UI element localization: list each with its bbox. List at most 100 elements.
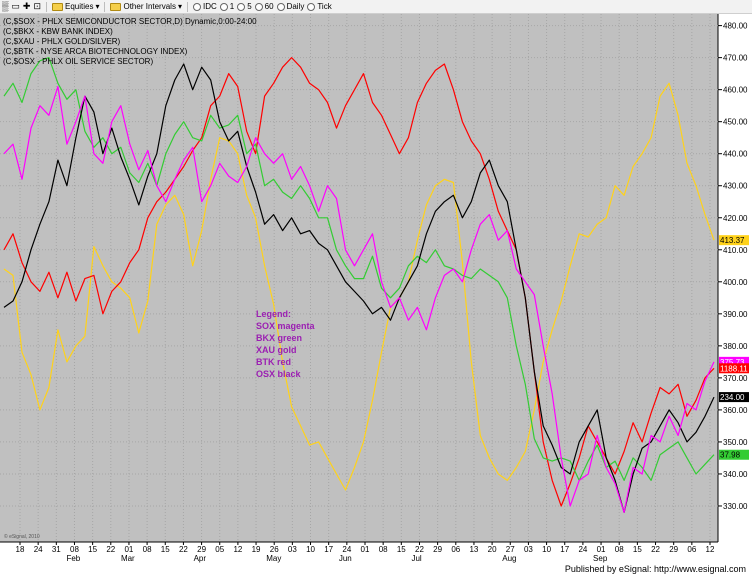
- interval-idc-label: IDC: [202, 2, 217, 11]
- crosshair-icon: ✚: [22, 1, 31, 11]
- footer: Published by eSignal: http://www.esignal…: [0, 564, 752, 576]
- y-tick-label: 480.00: [723, 22, 748, 31]
- chevron-down-icon: ▾: [95, 2, 100, 11]
- x-tick-label: 10: [542, 545, 551, 554]
- zoom-icon: ⊡: [33, 1, 41, 11]
- last-value-tag-bkx: [719, 449, 749, 460]
- x-tick-label: 22: [179, 545, 188, 554]
- x-tick-label: 08: [379, 545, 388, 554]
- time-axis-panel[interactable]: [0, 542, 718, 564]
- open-button[interactable]: ▭: [11, 2, 20, 11]
- y-tick-label: 450.00: [723, 118, 748, 127]
- legend-bkx: BKX green: [256, 333, 302, 343]
- radio-icon: [237, 2, 246, 11]
- last-value-tag-xau: [719, 235, 749, 246]
- interval-daily-label: Daily: [286, 2, 305, 11]
- legend: Legend: SOX magenta BKX green XAU gold B…: [256, 309, 316, 379]
- last-value-text-osx: 234.00: [720, 393, 745, 402]
- x-tick-label: 22: [651, 545, 660, 554]
- radio-icon: [307, 2, 316, 11]
- toolbar: ▒ ▭ ✚ ⊡ Equities ▾ Other Intervals ▾ IDC…: [0, 0, 752, 14]
- x-tick-label: 13: [469, 545, 478, 554]
- header-line-osx: (C,$OSX - PHLX OIL SERVICE SECTOR): [3, 57, 153, 66]
- month-label: Apr: [194, 554, 207, 563]
- x-tick-label: 29: [197, 545, 206, 554]
- interval-idc[interactable]: IDC: [192, 2, 217, 11]
- x-tick-label: 03: [524, 545, 533, 554]
- x-tick-label: 26: [270, 545, 279, 554]
- x-tick-label: 06: [451, 545, 460, 554]
- y-tick-label: 350.00: [723, 438, 748, 447]
- zoom-button[interactable]: ⊡: [33, 2, 41, 11]
- radio-icon: [254, 2, 263, 11]
- x-tick-label: 01: [597, 545, 606, 554]
- x-tick-label: 20: [488, 545, 497, 554]
- series-line-bkx: [3, 56, 715, 481]
- interval-1-label: 1: [229, 2, 235, 11]
- other-intervals-dropdown[interactable]: Other Intervals ▾: [110, 2, 182, 11]
- series-line-xau: [3, 82, 715, 491]
- series-layer: [3, 56, 715, 513]
- equities-label: Equities: [65, 2, 94, 11]
- chart[interactable]: (C,$SOX - PHLX SEMICONDUCTOR SECTOR,D) D…: [0, 14, 752, 564]
- y-tick-label: 440.00: [723, 150, 748, 159]
- x-tick-label: 15: [161, 545, 170, 554]
- x-tick-label: 29: [433, 545, 442, 554]
- interval-daily[interactable]: Daily: [276, 2, 305, 11]
- other-intervals-label: Other Intervals: [123, 2, 176, 11]
- chart-header: (C,$SOX - PHLX SEMICONDUCTOR SECTOR,D) D…: [3, 17, 257, 66]
- month-label: May: [266, 554, 281, 563]
- y-tick-label: 430.00: [723, 182, 748, 191]
- last-value-text-sox: 375.73: [720, 358, 745, 367]
- y-tick-label: 390.00: [723, 310, 748, 319]
- price-axis-panel[interactable]: [718, 14, 752, 564]
- month-label: Mar: [121, 554, 135, 563]
- series-line-sox: [3, 85, 715, 513]
- x-tick-label: 18: [16, 545, 25, 554]
- month-label: Jul: [411, 554, 421, 563]
- interval-5-label: 5: [247, 2, 252, 11]
- interval-60-label: 60: [264, 2, 274, 11]
- chevron-down-icon: ▾: [177, 2, 182, 11]
- y-tick-label: 400.00: [723, 278, 748, 287]
- x-tick-label: 06: [687, 545, 696, 554]
- legend-osx: OSX black: [256, 369, 302, 379]
- last-value-text-xau: 413.37: [720, 236, 745, 245]
- x-tick-label: 08: [70, 545, 79, 554]
- x-tick-label: 12: [233, 545, 242, 554]
- header-line-xau: (C,$XAU - PHLX GOLD/SILVER): [3, 37, 121, 46]
- x-tick-label: 05: [215, 545, 224, 554]
- interval-60[interactable]: 60: [254, 2, 274, 11]
- interval-1[interactable]: 1: [219, 2, 235, 11]
- x-tick-label: 24: [342, 545, 351, 554]
- month-label: Feb: [66, 554, 80, 563]
- x-tick-label: 12: [706, 545, 715, 554]
- x-tick-label: 15: [633, 545, 642, 554]
- header-line-btk: (C,$BTK - NYSE ARCA BIOTECHNOLOGY INDEX): [3, 47, 188, 56]
- toolbar-separator: [104, 1, 106, 12]
- x-tick-label: 01: [361, 545, 370, 554]
- x-tick-label: 03: [288, 545, 297, 554]
- price-axis-ticks: 480.00 470.00 460.00 450.00 440.00 430.00 420.…: [718, 22, 748, 511]
- radio-icon: [192, 2, 201, 11]
- folder-icon: [110, 2, 122, 11]
- interval-tick[interactable]: Tick: [307, 2, 332, 11]
- x-tick-label: 08: [615, 545, 624, 554]
- x-tick-label: 01: [124, 545, 133, 554]
- last-value-tag-sox: [719, 356, 749, 367]
- y-tick-label: 330.00: [723, 502, 748, 511]
- x-tick-label: 22: [415, 545, 424, 554]
- interval-5[interactable]: 5: [237, 2, 252, 11]
- y-tick-label: 360.00: [723, 406, 748, 415]
- radio-icon: [276, 2, 285, 11]
- y-tick-label: 370.00: [723, 374, 748, 383]
- month-label: Jun: [339, 554, 352, 563]
- header-line-sox: (C,$SOX - PHLX SEMICONDUCTOR SECTOR,D) D…: [3, 17, 257, 26]
- equities-dropdown[interactable]: Equities ▾: [52, 2, 99, 11]
- crosshair-button[interactable]: ✚: [23, 2, 31, 11]
- last-value-tag-osx: [719, 392, 749, 403]
- footer-publisher-text: Published by eSignal: http://www.esignal…: [564, 564, 746, 574]
- header-line-bkx: (C,$BKX - KBW BANK INDEX): [3, 27, 113, 36]
- y-tick-label: 460.00: [723, 86, 748, 95]
